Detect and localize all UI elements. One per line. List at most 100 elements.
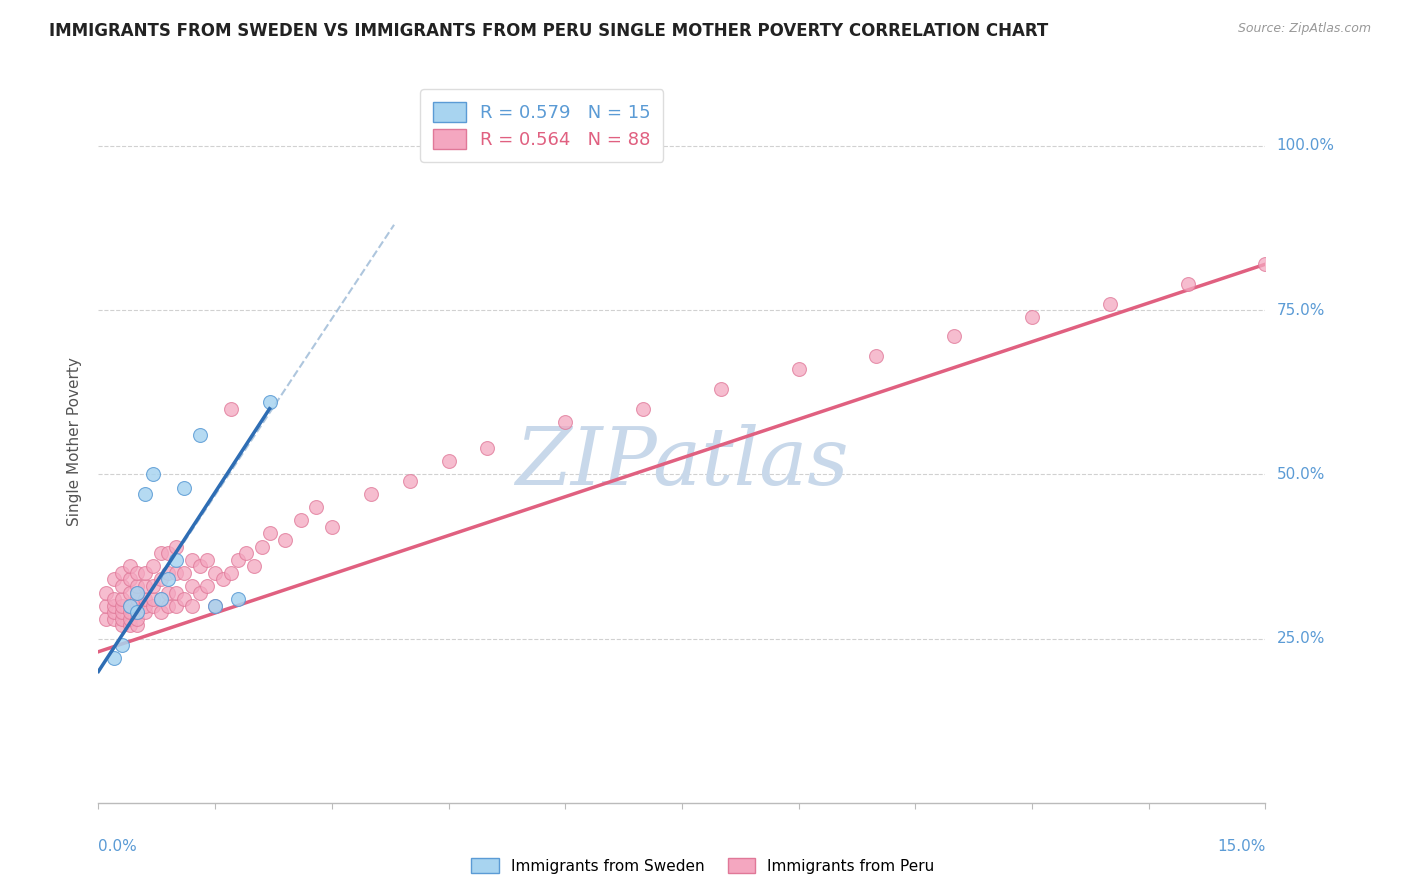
Text: 25.0%: 25.0%	[1277, 632, 1324, 646]
Point	[149, 546, 172, 560]
Point	[157, 566, 180, 580]
Point	[103, 592, 125, 607]
Point	[157, 585, 180, 599]
Point	[111, 638, 134, 652]
Point	[142, 467, 165, 482]
Point	[204, 599, 226, 613]
Point	[180, 553, 202, 567]
Point	[134, 487, 156, 501]
Point	[1021, 310, 1043, 324]
Point	[188, 428, 211, 442]
Point	[865, 349, 887, 363]
Point	[111, 605, 134, 619]
Point	[103, 573, 125, 587]
Point	[212, 573, 235, 587]
Point	[228, 592, 250, 607]
Point	[127, 605, 149, 619]
Point	[157, 573, 180, 587]
Point	[111, 612, 134, 626]
Point	[127, 585, 149, 599]
Point	[127, 579, 149, 593]
Point	[204, 599, 226, 613]
Point	[173, 566, 195, 580]
Point	[180, 599, 202, 613]
Point	[259, 526, 281, 541]
Point	[118, 605, 141, 619]
Point	[321, 520, 343, 534]
Text: 75.0%: 75.0%	[1277, 302, 1324, 318]
Point	[149, 592, 172, 607]
Point	[118, 599, 141, 613]
Text: 15.0%: 15.0%	[1218, 838, 1265, 854]
Point	[165, 599, 187, 613]
Point	[235, 546, 257, 560]
Point	[1098, 296, 1121, 310]
Point	[103, 599, 125, 613]
Point	[157, 546, 180, 560]
Point	[111, 599, 134, 613]
Point	[149, 592, 172, 607]
Point	[134, 566, 156, 580]
Point	[134, 605, 156, 619]
Point	[259, 395, 281, 409]
Point	[127, 585, 149, 599]
Point	[554, 415, 576, 429]
Point	[118, 559, 141, 574]
Point	[127, 612, 149, 626]
Point	[1177, 277, 1199, 291]
Point	[274, 533, 297, 547]
Point	[398, 474, 420, 488]
Point	[787, 362, 810, 376]
Point	[360, 487, 382, 501]
Point	[118, 618, 141, 632]
Point	[219, 401, 242, 416]
Legend: Immigrants from Sweden, Immigrants from Peru: Immigrants from Sweden, Immigrants from …	[465, 852, 941, 880]
Point	[173, 592, 195, 607]
Point	[290, 513, 312, 527]
Point	[118, 573, 141, 587]
Point	[710, 382, 733, 396]
Point	[127, 618, 149, 632]
Point	[195, 579, 218, 593]
Y-axis label: Single Mother Poverty: Single Mother Poverty	[67, 357, 83, 526]
Point	[243, 559, 266, 574]
Point	[134, 592, 156, 607]
Point	[111, 566, 134, 580]
Point	[142, 592, 165, 607]
Legend: R = 0.579   N = 15, R = 0.564   N = 88: R = 0.579 N = 15, R = 0.564 N = 88	[420, 89, 664, 161]
Point	[134, 599, 156, 613]
Point	[103, 605, 125, 619]
Point	[96, 585, 118, 599]
Point	[111, 592, 134, 607]
Point	[219, 566, 242, 580]
Point	[188, 585, 211, 599]
Point	[127, 592, 149, 607]
Point	[142, 599, 165, 613]
Point	[165, 540, 187, 554]
Point	[228, 553, 250, 567]
Point	[103, 612, 125, 626]
Point	[188, 559, 211, 574]
Point	[142, 579, 165, 593]
Text: Source: ZipAtlas.com: Source: ZipAtlas.com	[1237, 22, 1371, 36]
Point	[631, 401, 654, 416]
Point	[180, 579, 202, 593]
Point	[250, 540, 273, 554]
Point	[142, 559, 165, 574]
Point	[149, 605, 172, 619]
Point	[96, 612, 118, 626]
Text: ZIPatlas: ZIPatlas	[515, 425, 849, 502]
Point	[477, 441, 499, 455]
Point	[204, 566, 226, 580]
Point	[103, 651, 125, 665]
Point	[437, 454, 460, 468]
Text: IMMIGRANTS FROM SWEDEN VS IMMIGRANTS FROM PERU SINGLE MOTHER POVERTY CORRELATION: IMMIGRANTS FROM SWEDEN VS IMMIGRANTS FRO…	[49, 22, 1049, 40]
Point	[111, 618, 134, 632]
Point	[305, 500, 328, 515]
Point	[111, 579, 134, 593]
Point	[165, 553, 187, 567]
Point	[118, 585, 141, 599]
Point	[118, 612, 141, 626]
Point	[96, 599, 118, 613]
Text: 50.0%: 50.0%	[1277, 467, 1324, 482]
